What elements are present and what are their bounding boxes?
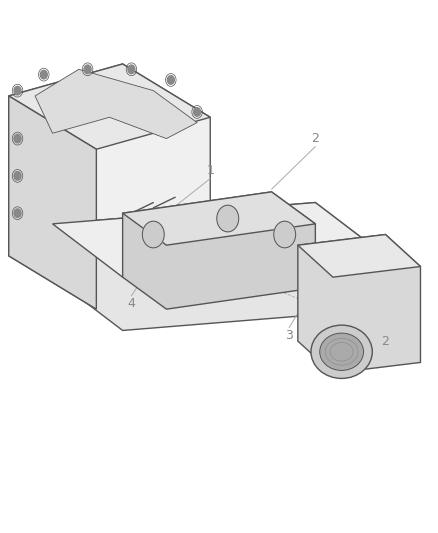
Circle shape [274,221,296,248]
Circle shape [167,76,174,84]
Circle shape [194,108,201,116]
Circle shape [217,205,239,232]
Ellipse shape [320,333,364,370]
Circle shape [14,86,21,95]
Text: 1: 1 [206,164,214,177]
Polygon shape [9,64,210,309]
Ellipse shape [311,325,372,378]
Circle shape [40,70,47,79]
Polygon shape [53,203,385,277]
Circle shape [84,65,91,74]
Polygon shape [9,96,96,309]
Circle shape [14,134,21,143]
Text: 3: 3 [285,329,293,342]
Text: 2: 2 [381,335,389,348]
Polygon shape [35,69,197,139]
Circle shape [142,221,164,248]
Circle shape [14,209,21,217]
Polygon shape [9,64,210,149]
Polygon shape [298,235,420,277]
Polygon shape [53,203,385,330]
Polygon shape [298,235,420,373]
Polygon shape [123,192,315,245]
Circle shape [128,65,135,74]
Text: 4: 4 [127,297,135,310]
Text: 2: 2 [311,132,319,145]
Circle shape [14,172,21,180]
Polygon shape [123,192,315,309]
